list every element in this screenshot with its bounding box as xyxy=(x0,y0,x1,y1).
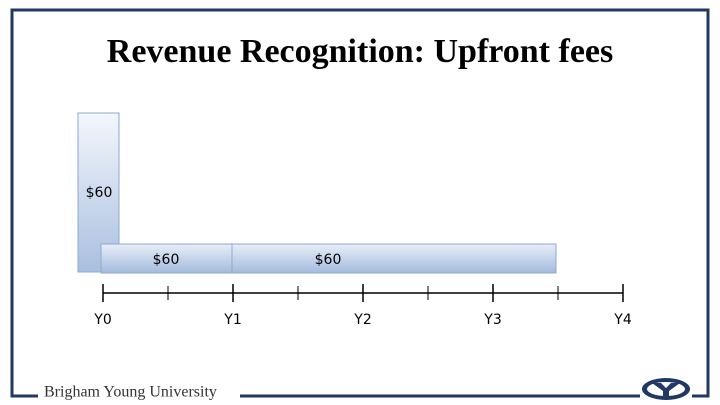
year-label: Y1 xyxy=(223,312,241,328)
year1-box xyxy=(100,243,233,274)
title: Revenue Recognition: Upfront fees xyxy=(107,33,613,70)
year-label: Y2 xyxy=(353,312,371,328)
year-label: Y0 xyxy=(93,312,111,328)
year-label: Y3 xyxy=(483,312,501,328)
later-years-box xyxy=(231,243,557,274)
box-label: $60 xyxy=(153,252,180,268)
footer-text: Brigham Young University xyxy=(44,384,217,401)
timeline xyxy=(102,284,624,302)
box-label: $60 xyxy=(315,252,342,268)
box-label: $60 xyxy=(86,185,113,201)
frame xyxy=(10,8,710,398)
year-label: Y4 xyxy=(613,312,632,328)
logo xyxy=(642,378,690,400)
